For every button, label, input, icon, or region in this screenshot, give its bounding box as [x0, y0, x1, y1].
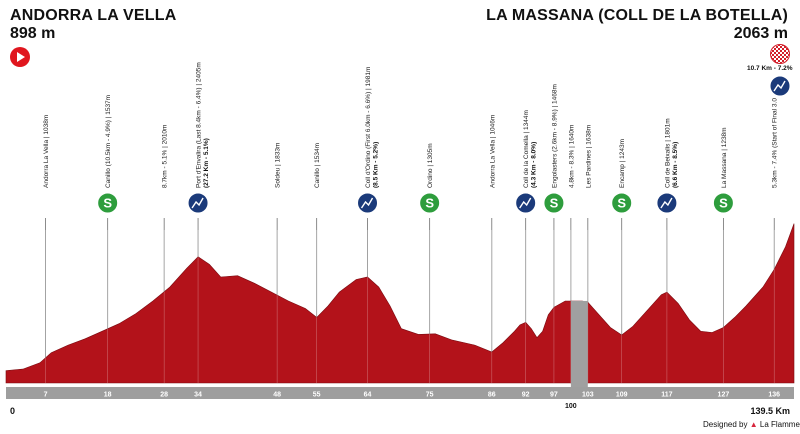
brand-name: La FlammeRouge [759, 420, 800, 429]
km-tick-label: 75 [426, 392, 434, 399]
climb-category-icon [656, 192, 678, 214]
start-play-icon [10, 47, 30, 67]
climb-category-icon [515, 192, 537, 214]
km-tick-label: 64 [364, 392, 372, 399]
sprint-icon-letter: S [425, 196, 434, 211]
sprint-icon: S [419, 192, 441, 214]
start-altitude: 898 m [10, 25, 56, 42]
brand-credit: Designed by ▲ La FlammeRouge [703, 420, 800, 429]
km-tick-label: 34 [194, 392, 202, 399]
stage-point-climb-stats: (27.2 Km - 5.1%) [203, 138, 210, 188]
climb-category-icon [187, 192, 209, 214]
stage-point-label: Coll d'Ordino (First 6.0km - 6.6%) | 198… [365, 67, 372, 188]
climb-icon-mountain [519, 197, 532, 209]
sprint-icon-letter: S [617, 196, 626, 211]
finish-altitude: 2063 m [733, 25, 788, 42]
stage-point-label: Soldeu | 1833m [275, 143, 282, 188]
sprint-icon-circle [97, 192, 119, 214]
stage-point-label: Andorra La Vella | 1046m [489, 115, 496, 188]
stage-point-label: Encamp | 1243m [619, 139, 626, 188]
km-tick-label: 18 [104, 392, 112, 399]
stage-point-label: Coll de Beixalis | 1801m [664, 118, 671, 188]
sprint-icon: S [543, 192, 565, 214]
km-axis-band [6, 387, 794, 399]
finish-climb-note: 10.7 Km - 7.2% [747, 65, 793, 72]
finish-climb-category-icon [769, 75, 791, 97]
climb-icon-mountain [191, 197, 204, 209]
climb-category-icon [357, 192, 379, 214]
km-tick-label: 117 [661, 392, 672, 399]
stage-point-label: Les Pardines | 1638m [585, 125, 592, 188]
stage-point-label: Andorra La Vella | 1038m [43, 115, 50, 188]
brand-flame-icon: ▲ [749, 420, 758, 429]
km-tick-label: 86 [488, 392, 496, 399]
stage-point-label: La Massana | 1238m [721, 127, 728, 188]
distance-start-label: 0 [10, 406, 15, 416]
stage-point-label: 4.8km - 8.3% | 1640m [568, 125, 575, 188]
km-tick-label: 55 [313, 392, 321, 399]
special-segment-marker [570, 300, 588, 397]
sprint-icon-circle [419, 192, 441, 214]
distance-end-label: 139.5 Km [750, 406, 790, 416]
stage-point-label: Engolasters (2.6km - 8.9%) | 1468m [551, 84, 558, 188]
km-tick-label: 7 [44, 392, 48, 399]
sprint-icon-letter: S [103, 196, 112, 211]
km-tick-label: 103 [582, 392, 594, 399]
start-location-title: ANDORRA LA VELLA [10, 7, 177, 24]
sprint-icon: S [97, 192, 119, 214]
climb-icon-circle [357, 192, 379, 214]
stage-point-climb-stats: (6.6 Km - 8.5%) [672, 142, 679, 188]
sprint-icon: S [611, 192, 633, 214]
climb-icon-mountain [660, 197, 673, 209]
elevation-profile-area [5, 223, 795, 384]
climb-icon-circle [515, 192, 537, 214]
sprint-icon: S [712, 192, 734, 214]
climb-icon-mountain [360, 197, 374, 209]
km-tick-label: 127 [718, 392, 730, 399]
stage-point-label: 5.3km - 7.4% (Start of Final 3.0 [772, 98, 779, 188]
km-tick-label: 48 [273, 392, 281, 399]
km-tick-label: 28 [160, 392, 168, 399]
finish-location-title: LA MASSANA (COLL DE LA BOTELLA) [486, 7, 788, 24]
brand-prefix: Designed by [703, 420, 748, 429]
climb-icon-circle [656, 192, 678, 214]
stage-point-label: Port d'Envalira (Last 8.4km - 6.4%) | 24… [196, 62, 203, 188]
km-tick-label: 109 [616, 392, 628, 399]
climb-icon-circle [187, 192, 209, 214]
stage-point-label: 8.7km - 5.1% | 2010m [162, 125, 169, 188]
sprint-icon-circle [611, 192, 633, 214]
km-tick-label: 136 [768, 392, 780, 399]
sprint-icon-circle [712, 192, 734, 214]
sprint-icon-letter: S [719, 196, 728, 211]
climb-icon-circle [769, 75, 791, 97]
sprint-icon-circle [543, 192, 565, 214]
km-tick-label: 92 [522, 392, 530, 399]
km-tick-label: 97 [550, 392, 558, 399]
stage-point-label: Canillo (10.5km - 4.9%) | 1537m [105, 95, 112, 188]
stage-point-label: Ordino | 1305m [427, 143, 434, 188]
finish-flag-icon [770, 44, 790, 64]
stage-point-climb-stats: (4.3 Km - 8.0%) [531, 142, 538, 188]
sprint-icon-letter: S [550, 196, 559, 211]
km-tick-label: 100 [565, 403, 577, 410]
stage-point-label: Coll de la Comella | 1344m [523, 110, 530, 188]
climb-icon-mountain [773, 80, 786, 92]
stage-point-label: Canillo | 1534m [314, 143, 321, 188]
stage-point-climb-stats: (8.5 Km - 5.2%) [373, 142, 380, 188]
